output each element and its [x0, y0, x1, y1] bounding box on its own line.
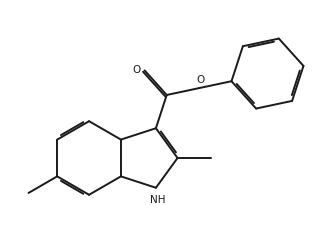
Text: NH: NH — [150, 195, 166, 205]
Text: O: O — [132, 64, 140, 74]
Text: O: O — [197, 74, 205, 84]
